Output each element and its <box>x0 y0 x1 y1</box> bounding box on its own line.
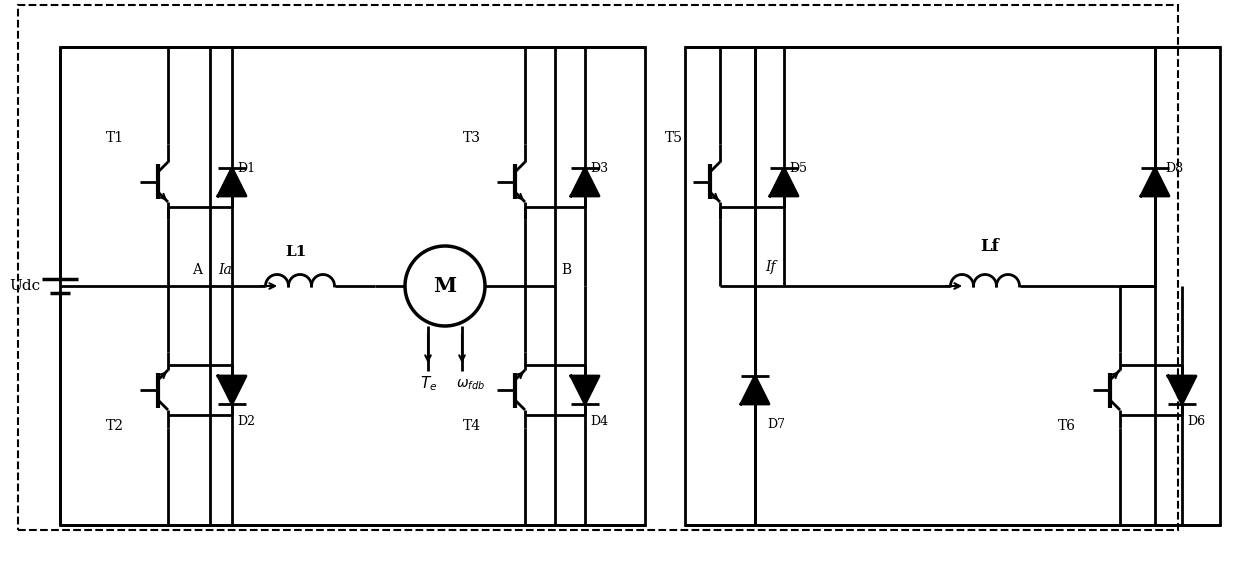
Text: D4: D4 <box>590 415 608 428</box>
Polygon shape <box>1168 376 1196 404</box>
Text: T4: T4 <box>463 419 481 433</box>
Text: D5: D5 <box>789 162 807 175</box>
Text: T2: T2 <box>107 419 124 433</box>
Text: D7: D7 <box>767 418 786 431</box>
Polygon shape <box>218 376 247 404</box>
Polygon shape <box>218 168 247 196</box>
Text: D3: D3 <box>590 162 608 175</box>
Text: A: A <box>192 263 202 277</box>
Polygon shape <box>741 376 769 404</box>
Text: D2: D2 <box>237 415 255 428</box>
Text: L1: L1 <box>285 245 306 259</box>
Text: $T_e$: $T_e$ <box>420 374 437 393</box>
Text: T3: T3 <box>463 131 481 145</box>
Text: D6: D6 <box>1187 415 1206 428</box>
Text: Ia: Ia <box>218 263 232 277</box>
Text: T6: T6 <box>1058 419 1075 433</box>
Text: Udc: Udc <box>10 279 41 293</box>
Text: D8: D8 <box>1165 162 1183 175</box>
Text: B: B <box>561 263 571 277</box>
Text: T1: T1 <box>107 131 124 145</box>
Text: $\omega_{fdb}$: $\omega_{fdb}$ <box>456 378 484 392</box>
Bar <box>59 47 646 525</box>
Polygon shape <box>1141 168 1170 196</box>
Polygon shape <box>769 168 798 196</box>
Polygon shape <box>571 376 598 404</box>
Text: T5: T5 <box>665 131 683 145</box>
Text: If: If <box>764 260 776 274</box>
Bar <box>685 47 1220 525</box>
Polygon shape <box>571 168 598 196</box>
Text: D1: D1 <box>237 162 255 175</box>
Text: Lf: Lf <box>980 238 999 255</box>
Text: M: M <box>434 276 456 296</box>
